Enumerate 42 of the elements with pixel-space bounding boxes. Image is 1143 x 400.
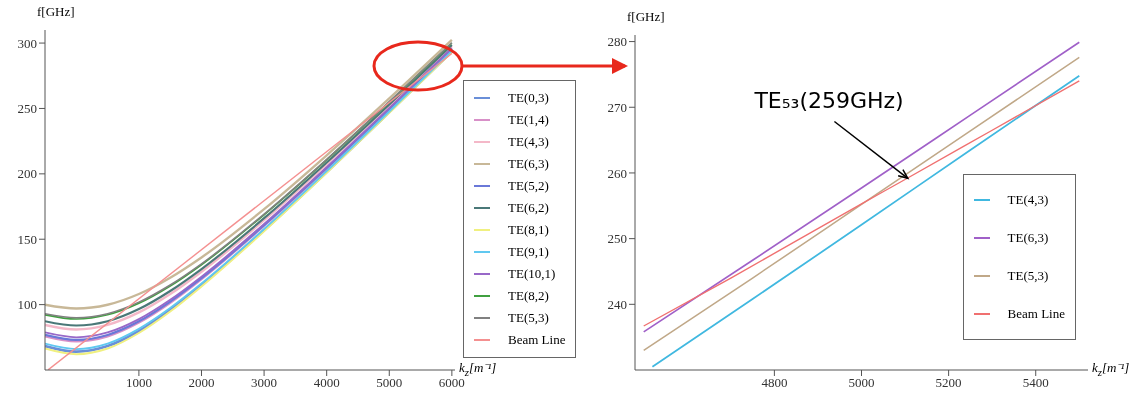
x-tick-label: 5200 xyxy=(935,375,962,391)
annotation: TE₅₃(259GHz) xyxy=(753,87,904,113)
legend-label: TE(6,3) xyxy=(508,156,549,172)
legend-label: TE(5,3) xyxy=(1007,268,1049,284)
legend-label: TE(8,1) xyxy=(508,222,549,238)
legend-label: TE(6,3) xyxy=(1007,230,1049,246)
x-axis-title: k$_{z}$[m⁻¹] xyxy=(459,360,497,378)
y-axis-title: f[GHz] xyxy=(627,9,665,25)
y-tick-label: 300 xyxy=(17,35,37,51)
x-tick-label: 1000 xyxy=(125,375,152,391)
legend-label: TE(10,1) xyxy=(508,266,556,282)
y-tick-label: 280 xyxy=(607,34,627,50)
x-tick-label: 4000 xyxy=(313,375,340,391)
x-tick-label: 2000 xyxy=(188,375,215,391)
legend-label: TE(5,2) xyxy=(508,178,549,194)
x-tick-label: 5400 xyxy=(1022,375,1049,391)
legend-label: Beam Line xyxy=(1007,306,1065,322)
legend-label: TE(4,3) xyxy=(508,134,549,150)
y-tick-label: 260 xyxy=(607,165,627,181)
y-tick-label: 250 xyxy=(607,231,627,247)
legend-label: TE(8,2) xyxy=(508,288,549,304)
x-tick-label: 5000 xyxy=(376,375,403,391)
x-tick-label: 5000 xyxy=(848,375,875,391)
legend-label: TE(1,4) xyxy=(508,112,549,128)
legend-label: Beam Line xyxy=(508,332,566,348)
y-tick-label: 100 xyxy=(17,297,37,313)
x-tick-label: 6000 xyxy=(438,375,465,391)
legend-label: TE(0,3) xyxy=(508,90,549,106)
legend-label: TE(9,1) xyxy=(508,244,549,260)
legend-label: TE(6,2) xyxy=(508,200,549,216)
y-tick-label: 150 xyxy=(17,231,37,247)
y-axis-title: f[GHz] xyxy=(37,4,75,20)
x-tick-label: 3000 xyxy=(251,375,278,391)
x-tick-label: 4800 xyxy=(761,375,788,391)
legend-label: TE(5,3) xyxy=(508,310,549,326)
legend-label: TE(4,3) xyxy=(1007,192,1049,208)
x-axis-title: k$_{z}$[m⁻¹] xyxy=(1092,359,1130,378)
y-tick-label: 240 xyxy=(607,296,627,312)
y-tick-label: 270 xyxy=(607,99,627,115)
line-series xyxy=(643,80,1080,327)
y-tick-label: 200 xyxy=(17,166,37,182)
y-tick-label: 250 xyxy=(17,101,37,117)
